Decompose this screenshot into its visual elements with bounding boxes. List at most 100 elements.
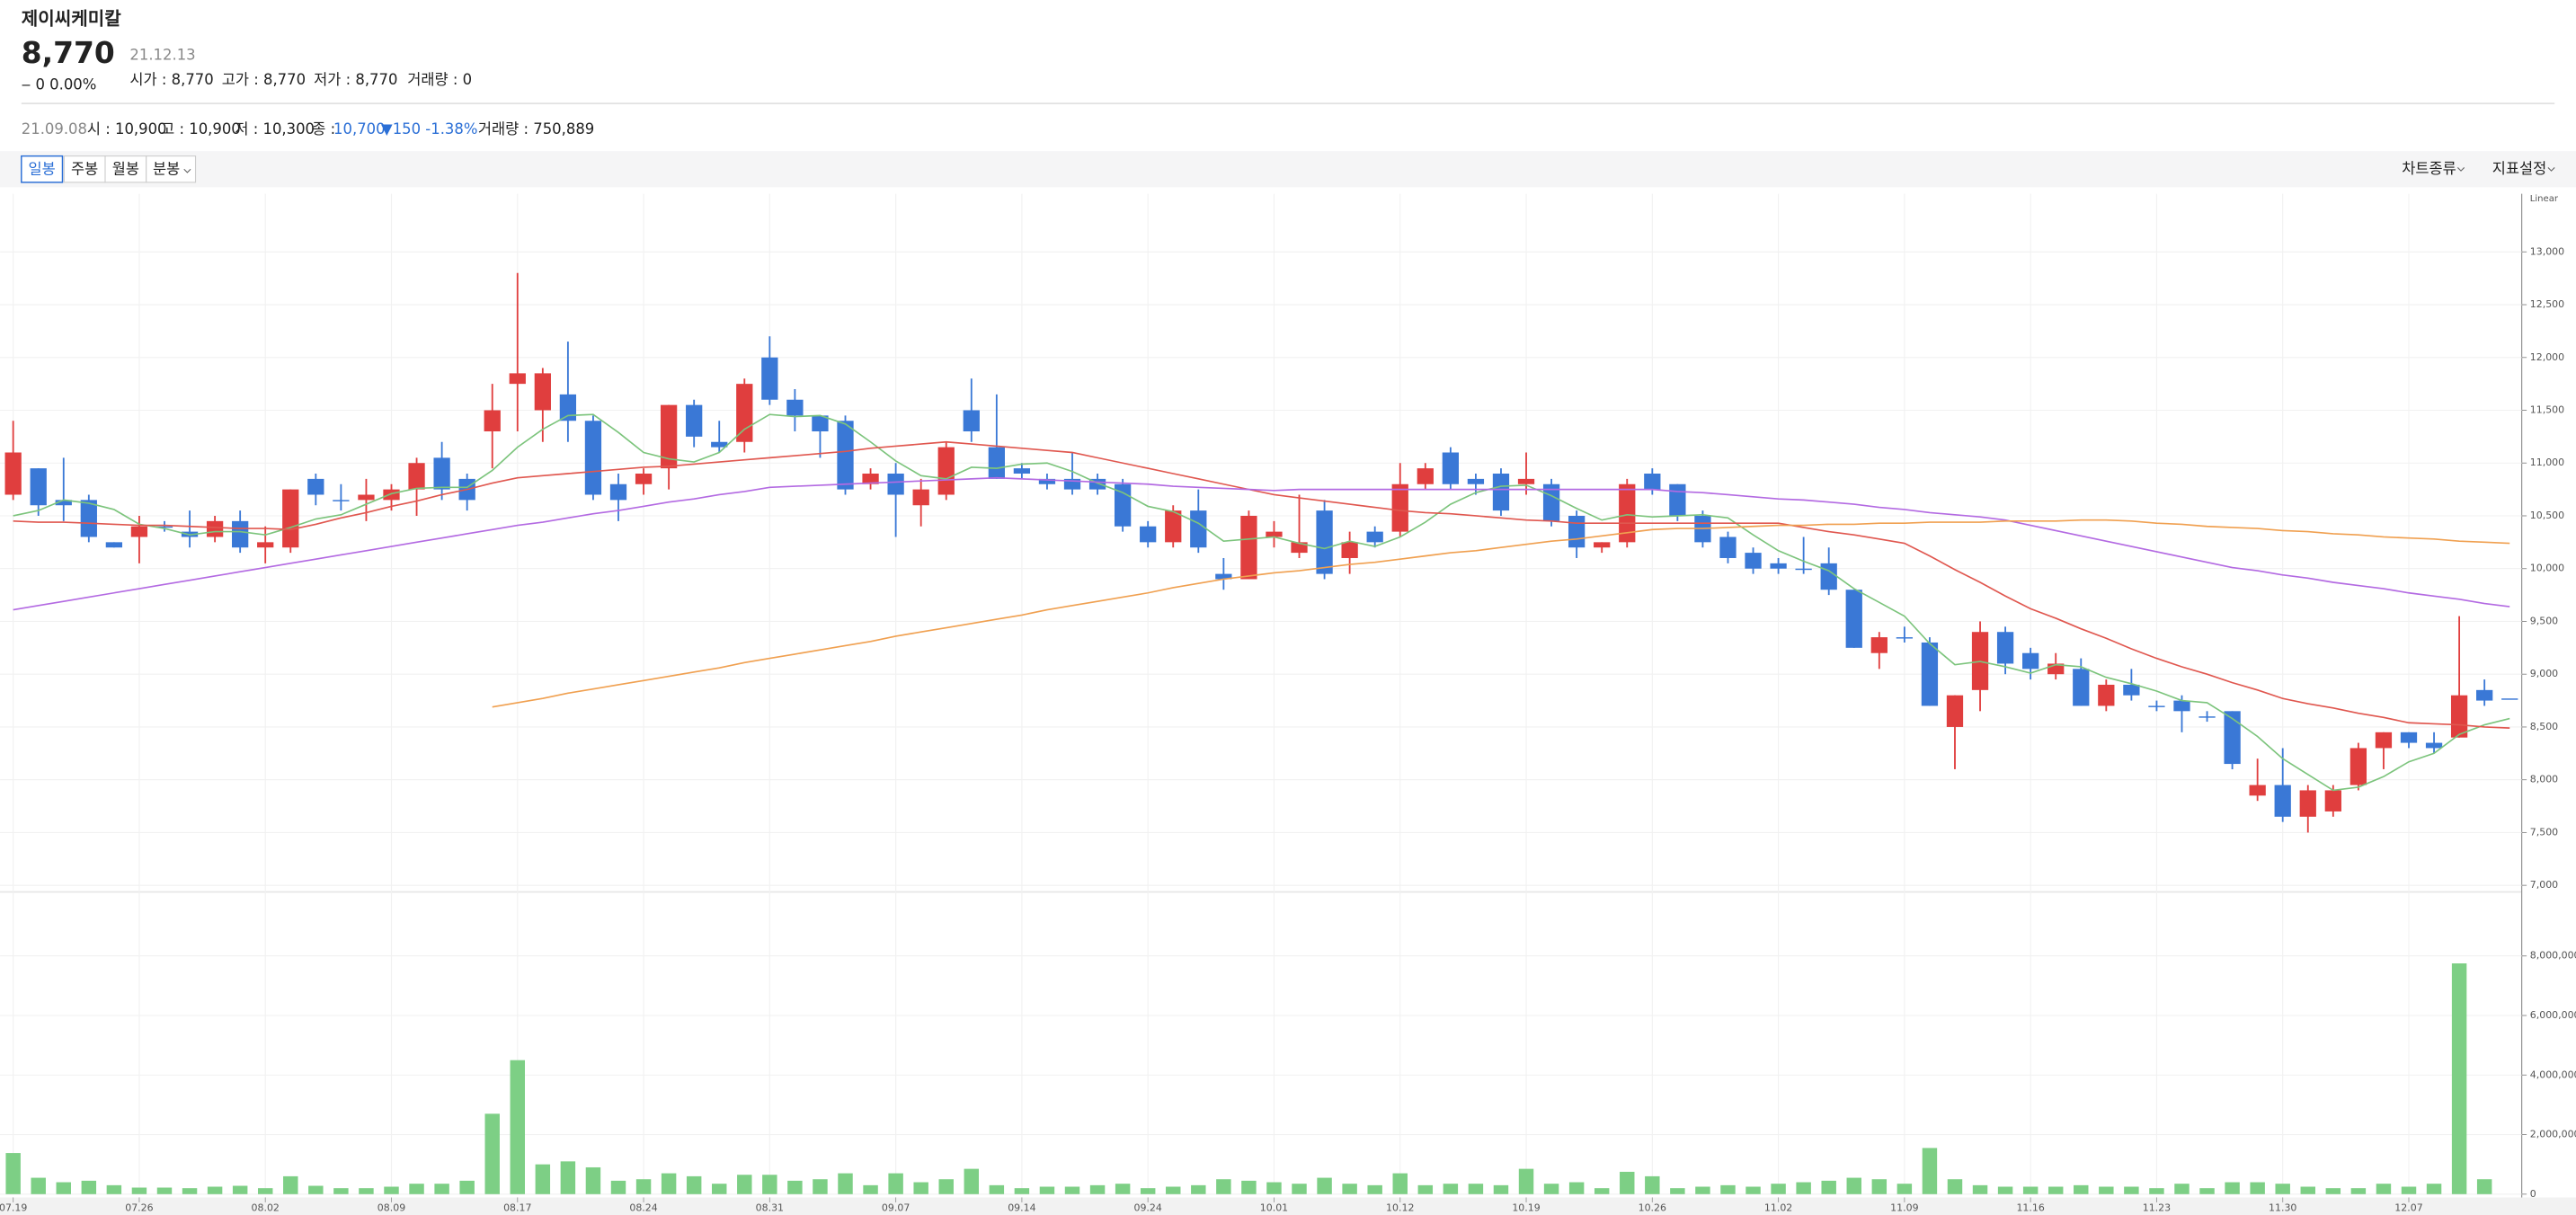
hover-change: ▼150 -1.38% [381,120,477,137]
y-tick-label: 6,000,000 [2530,1009,2576,1021]
y-tick-label: 11,000 [2530,457,2564,468]
volume-bar [2174,1184,2190,1194]
volume-bar [1695,1186,1710,1194]
volume-bar [1720,1184,1736,1194]
volume-bar [1014,1188,1030,1194]
stat: 고가 : 8,770 [222,71,306,88]
volume-bar [1317,1177,1332,1194]
candle-body [837,421,854,490]
volume-bar [1947,1179,1963,1194]
tab-label[interactable]: 월봉 [112,161,139,178]
candle-body [1063,478,1081,490]
volume-bar [762,1175,777,1194]
volume-bar [913,1182,928,1194]
stat: 거래량 : 0 [407,71,472,88]
tab-label[interactable]: 일봉 [29,161,56,178]
candle-body [1770,563,1787,569]
candle-body [55,500,72,506]
volume-bar [333,1188,349,1194]
y-tick-label: 11,500 [2530,404,2564,416]
menu-label[interactable]: 차트종류 [2402,160,2456,177]
candle-body [2198,716,2216,718]
candle-body [408,463,425,490]
tab[interactable]: 월봉 [104,155,147,183]
candle-body [2324,790,2341,811]
menu[interactable]: 차트종류 [2402,160,2465,177]
candle-body [206,520,224,537]
x-tick-label: 11.09 [1890,1202,1918,1213]
stat: 시가 : 8,770 [129,71,213,88]
volume-bar [1620,1171,1635,1194]
candle-body [2173,700,2190,712]
y-tick-label: 0 [2530,1188,2536,1200]
candle-body [30,468,47,506]
grid [0,193,2522,1195]
hover-date: 21.09.08 [22,120,87,137]
volume-bar [484,1113,500,1194]
volume-bar [535,1164,551,1194]
volume-bar [1821,1180,1836,1194]
candle-body [358,494,375,501]
x-tick-label: 10.26 [1639,1202,1666,1213]
candle-body [1745,553,1762,569]
candle-body [1568,515,1586,548]
candle-body [1038,478,1056,484]
volume-bar [1166,1186,1181,1194]
x-tick-label: 11.02 [1764,1202,1792,1213]
volume-bar [2099,1186,2114,1194]
y-tick-label: 4,000,000 [2530,1069,2576,1080]
candle-body [1190,510,1207,548]
y-tick-label: 7,000 [2530,879,2558,891]
volume-bar [2300,1186,2315,1194]
candle-body [1921,642,1939,706]
tab[interactable]: 분봉 [146,155,197,183]
candle-body [711,441,728,448]
volume-bar [2376,1184,2392,1194]
candle-body [1870,637,1888,653]
volume-bar [1216,1179,1231,1194]
tab-label[interactable]: 분봉 [153,161,180,178]
volume-bar [964,1168,980,1194]
volume-bar [1064,1186,1080,1194]
volume-bar [2275,1184,2290,1194]
volume-bar [712,1184,727,1194]
candle-body [1669,483,1686,516]
volume-bar [1367,1184,1382,1194]
price: 8,770 [22,35,115,70]
tab[interactable]: 일봉 [21,155,64,183]
x-tick-label: 08.24 [629,1202,657,1213]
candle-body [2375,732,2393,749]
candle-body [786,399,804,416]
volume-bar [813,1179,828,1194]
candle-body [2249,785,2266,796]
volume-bar [1543,1184,1559,1194]
candle-body [232,520,249,548]
candle-body [812,415,829,432]
candle-body [1266,531,1283,537]
hover-close: 10,700 [333,120,386,137]
menu[interactable]: 지표설정 [2492,160,2555,177]
volume-bar [1796,1182,1811,1194]
candle-body [2148,705,2165,707]
x-tick-label: 10.01 [1260,1202,1288,1213]
volume-bar [182,1188,198,1194]
volume-bar [2149,1188,2164,1194]
candle-body [2073,669,2090,706]
volume-bar [2250,1182,2265,1194]
tab[interactable]: 주봉 [63,155,106,183]
menu-label[interactable]: 지표설정 [2492,160,2547,177]
volume-bar [1089,1184,1106,1194]
x-axis-strip [0,1197,2576,1215]
candle-body [257,542,274,548]
y-tick-label: 8,500 [2530,721,2558,732]
moving-average [13,476,2510,611]
candle-body [1795,568,1812,571]
volume-bar [81,1180,97,1194]
tab-label[interactable]: 주봉 [71,161,98,178]
y-tick-label: 12,000 [2530,351,2564,363]
volume-bar [585,1166,601,1194]
candle-body [1341,542,1358,558]
volume-bar [359,1188,374,1194]
